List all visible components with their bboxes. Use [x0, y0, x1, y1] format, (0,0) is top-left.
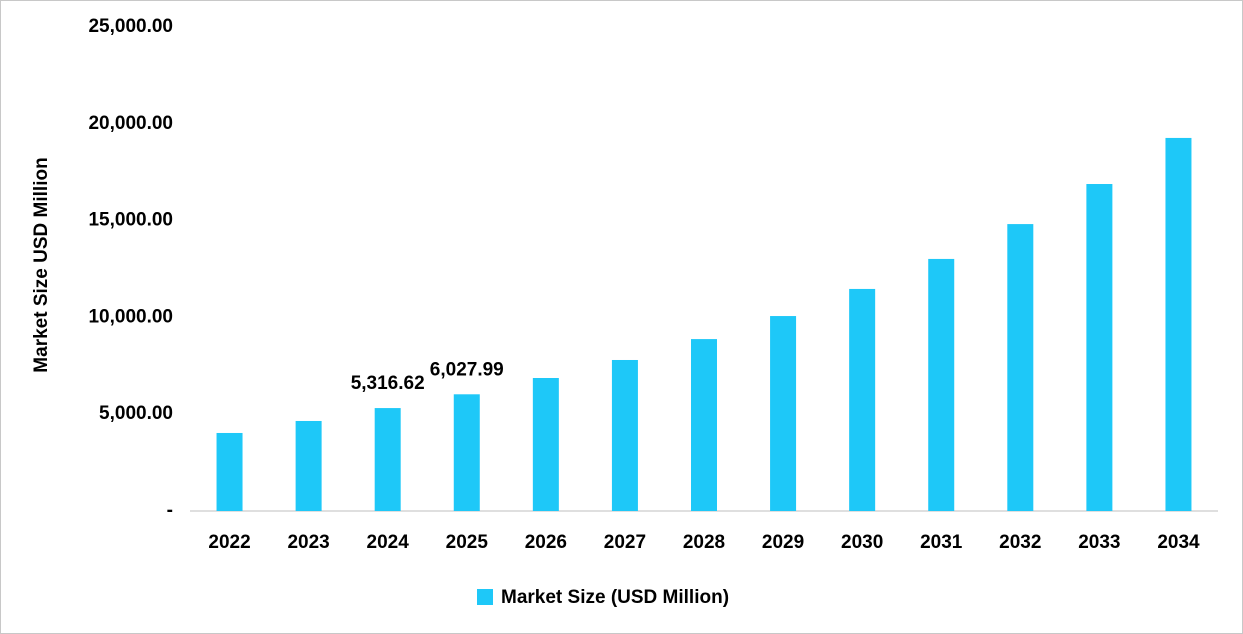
- y-axis-title: Market Size USD Million: [31, 157, 52, 372]
- bar: [374, 408, 401, 511]
- bar: [216, 432, 243, 511]
- x-tick-label: 2034: [1157, 532, 1200, 553]
- x-tick-label: 2033: [1078, 532, 1120, 553]
- bar: [1007, 224, 1034, 512]
- y-tick-label: 15,000.00: [88, 210, 173, 231]
- bar: [691, 339, 717, 511]
- y-tick-label: 10,000.00: [88, 306, 173, 327]
- data-label: 5,316.62: [351, 373, 425, 394]
- x-tick-label: 2023: [287, 532, 329, 553]
- bar: [611, 359, 638, 511]
- x-tick-label: 2028: [683, 532, 725, 553]
- y-tick-label: -: [167, 500, 173, 521]
- x-tick-label: 2030: [841, 532, 883, 553]
- data-label: 6,027.99: [430, 359, 504, 380]
- bar: [295, 420, 322, 511]
- x-tick-label: 2022: [208, 532, 250, 553]
- y-tick-label: 25,000.00: [88, 16, 173, 37]
- bar: [1165, 137, 1192, 511]
- y-tick-label: 20,000.00: [88, 113, 173, 134]
- bar: [928, 258, 955, 511]
- bar: [453, 394, 480, 511]
- bar: [1086, 184, 1113, 512]
- x-tick-label: 2024: [367, 532, 410, 553]
- x-tick-label: 2027: [604, 532, 646, 553]
- x-tick-label: 2031: [920, 532, 963, 553]
- bar: [849, 288, 876, 511]
- legend-swatch: [477, 589, 493, 605]
- bar: [770, 316, 797, 511]
- y-tick-label: 5,000.00: [99, 403, 173, 424]
- bar: [532, 377, 559, 511]
- x-tick-label: 2032: [999, 532, 1041, 553]
- x-tick-label: 2026: [525, 532, 567, 553]
- x-tick-label: 2029: [762, 532, 804, 553]
- x-tick-label: 2025: [446, 532, 489, 553]
- legend-label: Market Size (USD Million): [501, 587, 729, 608]
